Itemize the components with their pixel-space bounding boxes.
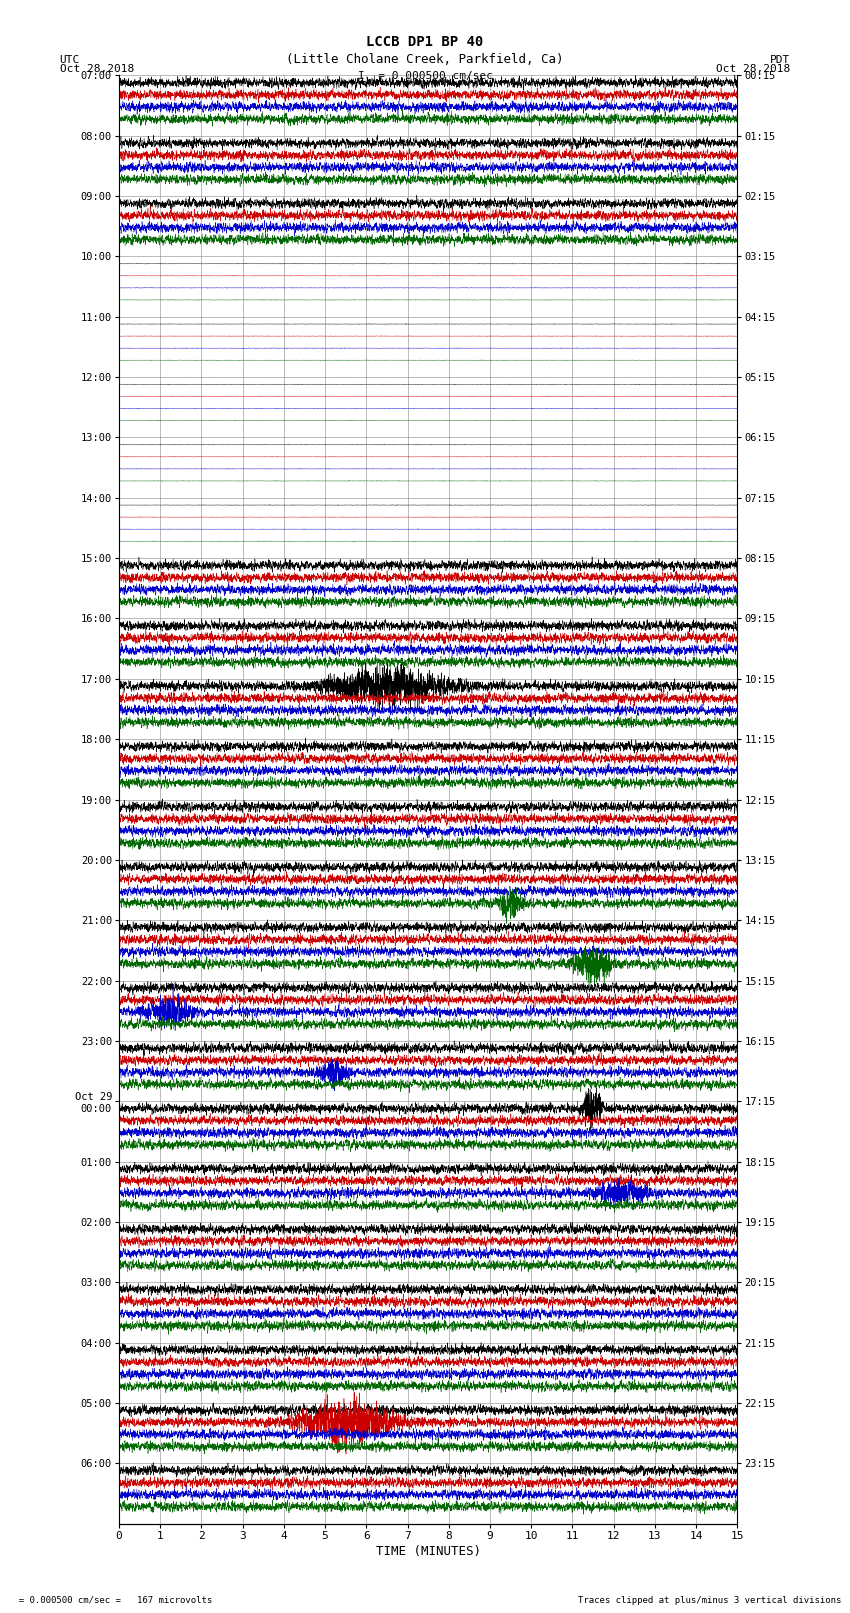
Text: PDT: PDT — [770, 55, 790, 65]
Text: Oct 28,2018: Oct 28,2018 — [717, 65, 790, 74]
Text: I  = 0.000500 cm/sec: I = 0.000500 cm/sec — [358, 71, 492, 81]
Text: (Little Cholane Creek, Parkfield, Ca): (Little Cholane Creek, Parkfield, Ca) — [286, 53, 564, 66]
Text: LCCB DP1 BP 40: LCCB DP1 BP 40 — [366, 35, 484, 50]
Text: = 0.000500 cm/sec =   167 microvolts: = 0.000500 cm/sec = 167 microvolts — [8, 1595, 212, 1605]
Text: Oct 28,2018: Oct 28,2018 — [60, 65, 133, 74]
Text: Traces clipped at plus/minus 3 vertical divisions: Traces clipped at plus/minus 3 vertical … — [578, 1595, 842, 1605]
Text: UTC: UTC — [60, 55, 80, 65]
X-axis label: TIME (MINUTES): TIME (MINUTES) — [376, 1545, 480, 1558]
